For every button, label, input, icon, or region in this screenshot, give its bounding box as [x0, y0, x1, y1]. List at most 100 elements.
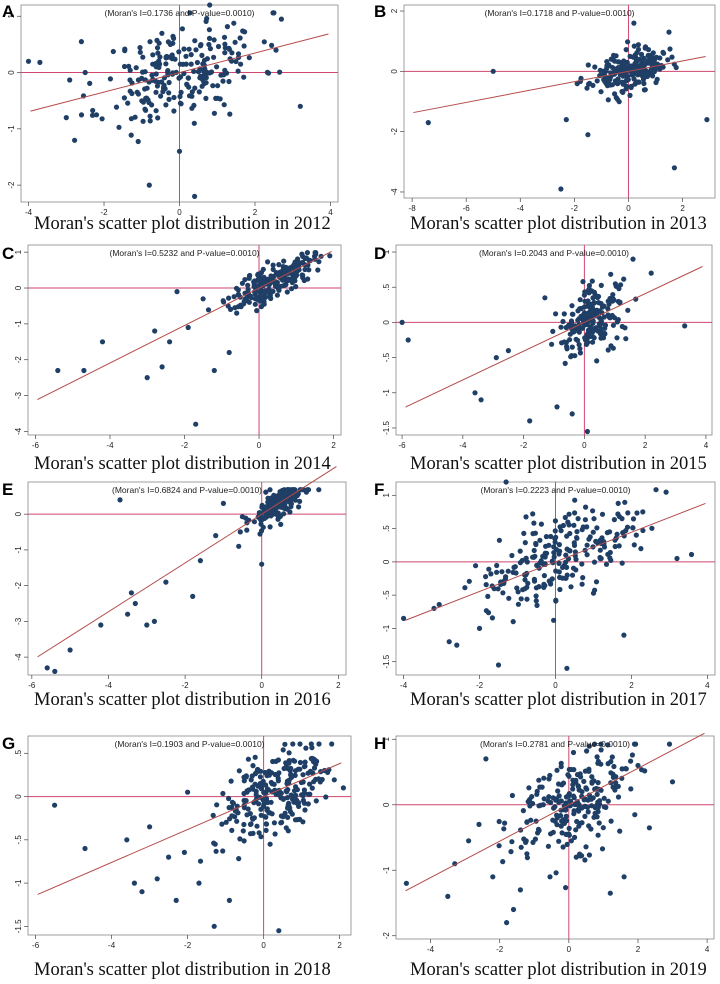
data-point	[251, 519, 257, 525]
data-point	[263, 489, 269, 495]
panel-g: G -6 -4 -2 0 2 -1.5 -1 -.5 0 .5 (Moran's I=0.1903 …	[0, 728, 360, 984]
data-point	[601, 77, 607, 83]
data-point	[584, 786, 590, 792]
data-point	[595, 809, 601, 815]
data-point	[226, 78, 232, 85]
y-tick-label: 1	[14, 249, 23, 254]
data-point	[607, 549, 613, 556]
data-point	[265, 495, 271, 501]
data-point	[572, 510, 578, 516]
scatter-chart: -4 -2 0 2 4 -1.5 -1 -.5 0 .5 1 (Moran's I=0.2223 an…	[382, 479, 716, 690]
data-point	[550, 817, 556, 823]
data-point	[300, 772, 306, 778]
data-point	[214, 802, 220, 808]
data-point	[561, 311, 567, 317]
data-point	[549, 341, 555, 347]
data-point	[139, 889, 145, 895]
data-point	[538, 521, 544, 527]
data-point	[496, 537, 502, 543]
data-point	[227, 111, 233, 117]
panel-f: F -4 -2 0 2 4 -1.5 -1 -.5 0 .5 1 (Moran's I=0.2223 …	[360, 479, 720, 716]
data-point	[252, 754, 258, 760]
data-point	[605, 75, 611, 81]
data-point	[518, 844, 524, 850]
data-point	[501, 826, 507, 832]
data-point	[581, 778, 587, 784]
data-point	[280, 814, 286, 820]
data-point	[545, 798, 551, 804]
data-point	[478, 397, 484, 403]
data-point	[207, 2, 213, 8]
x-tick-label: 2	[636, 945, 641, 954]
data-point	[564, 564, 570, 570]
data-point	[517, 887, 523, 893]
data-point	[598, 761, 604, 767]
data-point	[623, 528, 629, 534]
data-point	[261, 279, 268, 285]
x-tick-label: 0	[177, 208, 182, 217]
data-point	[563, 807, 569, 813]
data-point	[564, 665, 570, 671]
data-point	[25, 58, 32, 64]
data-point	[236, 768, 242, 774]
data-point	[236, 543, 242, 549]
data-point	[122, 48, 128, 54]
y-tick-label: 0	[382, 320, 391, 325]
data-point	[633, 532, 639, 538]
data-point	[254, 308, 260, 314]
x-tick-label: 2	[643, 441, 648, 450]
data-point	[590, 339, 596, 345]
data-point	[571, 522, 577, 528]
y-tick-label: .5	[382, 283, 391, 290]
data-point	[284, 789, 290, 795]
data-point	[285, 277, 291, 284]
data-point	[226, 795, 232, 802]
data-point	[590, 312, 596, 318]
data-point	[197, 858, 204, 864]
data-point	[554, 767, 560, 773]
data-point	[113, 104, 120, 110]
data-point	[531, 576, 537, 582]
data-point	[226, 897, 232, 903]
data-point	[211, 37, 217, 43]
data-point	[599, 511, 606, 517]
data-point	[509, 552, 515, 559]
regression-line	[413, 56, 706, 114]
data-point	[289, 487, 295, 493]
data-point	[536, 827, 542, 834]
data-point	[238, 61, 244, 67]
data-point	[550, 829, 556, 835]
data-point	[671, 165, 677, 171]
data-point	[666, 29, 672, 35]
data-point	[260, 295, 266, 301]
data-point	[591, 814, 597, 820]
data-point	[669, 779, 676, 785]
data-point	[573, 854, 579, 860]
data-point	[284, 795, 290, 801]
data-point	[132, 600, 138, 607]
data-point	[598, 89, 604, 95]
data-point	[290, 741, 296, 747]
data-point	[653, 54, 660, 60]
data-point	[72, 137, 78, 143]
data-point	[630, 256, 636, 262]
data-point	[125, 100, 131, 106]
data-point	[177, 93, 183, 100]
plot-frame	[403, 4, 716, 199]
data-point	[137, 45, 143, 51]
data-point	[229, 827, 235, 833]
data-point	[235, 292, 241, 298]
data-point	[610, 57, 616, 63]
chart-caption: Moran's scatter plot distribution in 201…	[410, 690, 707, 710]
data-point	[250, 763, 256, 769]
x-tick-label: 4	[704, 441, 709, 450]
data-point	[610, 292, 616, 298]
scatter-chart: -4 -2 0 2 4 -2 -1 0 1 (Moran's I=0.1736 and P-val…	[7, 2, 339, 217]
data-point	[63, 115, 69, 121]
data-point	[174, 289, 180, 295]
data-point	[140, 54, 146, 60]
data-point	[560, 564, 566, 570]
data-point	[531, 520, 537, 526]
data-point	[553, 598, 559, 604]
data-point	[605, 798, 611, 804]
